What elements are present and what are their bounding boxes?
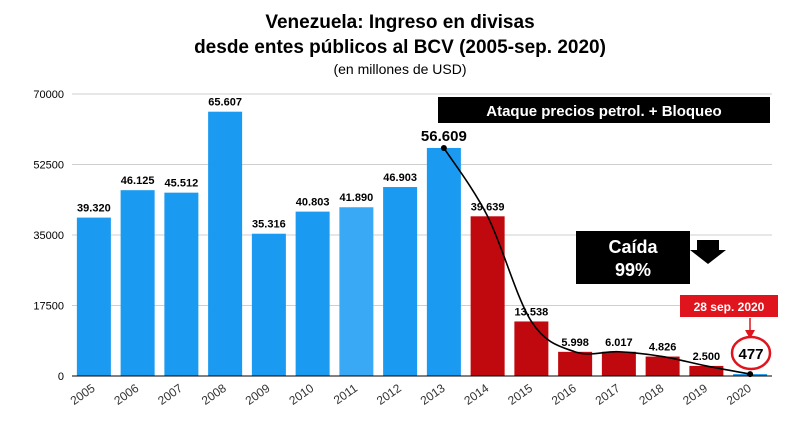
bar: [251, 233, 286, 376]
date-label-box: [680, 295, 778, 317]
bar: [164, 192, 199, 376]
chart-title-line-1: Venezuela: Ingreso en divisas: [265, 12, 534, 33]
data-label: 56.609: [421, 128, 467, 145]
banner-text: Ataque precios petrol. + Bloqueo: [486, 103, 721, 120]
x-tick-label: 2016: [549, 381, 579, 408]
x-tick-label: 2011: [331, 381, 360, 407]
down-arrow-icon: [690, 240, 726, 264]
y-tick-label: 17500: [33, 301, 64, 313]
y-tick-label: 70000: [33, 89, 64, 101]
data-label: 46.903: [383, 172, 417, 184]
x-tick-label: 2015: [505, 381, 535, 408]
trend-start-dot: [440, 144, 447, 151]
x-tick-label: 2019: [680, 381, 710, 408]
date-label-text: 28 sep. 2020: [694, 300, 765, 314]
chart-title-line-2: desde entes públicos al BCV (2005-sep. 2…: [194, 37, 606, 58]
data-label: 13.538: [515, 306, 549, 318]
bar: [689, 365, 724, 376]
x-tick-label: 2012: [374, 381, 404, 408]
bar: [76, 217, 111, 376]
bars-layer: [76, 111, 768, 377]
y-tick-label: 35000: [33, 230, 64, 242]
x-tick-label: 2020: [724, 381, 754, 408]
x-tick-label: 2009: [243, 381, 273, 408]
x-tick-label: 2014: [461, 381, 491, 408]
bar: [208, 111, 243, 377]
data-label: 35.316: [252, 219, 286, 231]
data-label: 40.803: [296, 197, 330, 209]
data-label: 6.017: [605, 337, 633, 349]
highlight-value: 477: [738, 346, 763, 363]
bar: [383, 187, 418, 376]
x-tick-label: 2007: [155, 381, 185, 408]
bar: [339, 207, 374, 376]
bar: [601, 351, 636, 376]
x-tick-label: 2006: [111, 381, 141, 408]
data-label: 5.998: [561, 337, 589, 349]
data-label: 39.320: [77, 203, 111, 215]
y-tick-label: 0: [58, 371, 64, 383]
bar: [426, 147, 461, 376]
x-tick-label: 2018: [636, 381, 666, 408]
banner-box: [438, 97, 770, 123]
chart-subtitle: (en millones de USD): [333, 61, 466, 77]
bar: [120, 190, 155, 376]
date-label-arrowhead: [745, 330, 755, 339]
data-label: 45.512: [165, 178, 199, 190]
data-label: 2.500: [693, 351, 721, 363]
bar: [514, 321, 549, 376]
x-tick-label: 2013: [418, 381, 448, 408]
data-label: 65.607: [208, 97, 242, 109]
data-label: 46.125: [121, 175, 155, 187]
drop-box: [576, 231, 690, 284]
labels-layer: 39.320 46.125 45.512 65.607 35.316 40.803 41.8…: [77, 97, 720, 363]
drop-text-line-1: Caída: [608, 237, 658, 257]
x-tick-label: 2008: [199, 381, 229, 408]
x-tick-label: 2005: [68, 381, 98, 408]
drop-text-line-2: 99%: [615, 260, 651, 280]
x-tick-label: 2010: [286, 381, 316, 408]
bar: [645, 356, 680, 376]
y-tick-label: 52500: [33, 160, 64, 172]
data-label: 39.639: [471, 201, 505, 213]
trend-layer: [440, 144, 754, 378]
bar: [558, 351, 593, 376]
data-label: 41.890: [340, 192, 374, 204]
trend-line: [443, 147, 751, 375]
x-tick-label: 2017: [593, 381, 623, 408]
trend-end-dot: [747, 371, 754, 378]
highlight-circle: [730, 335, 772, 371]
data-label: 4.826: [649, 342, 677, 354]
bar: [295, 211, 330, 376]
bar: [470, 216, 505, 376]
